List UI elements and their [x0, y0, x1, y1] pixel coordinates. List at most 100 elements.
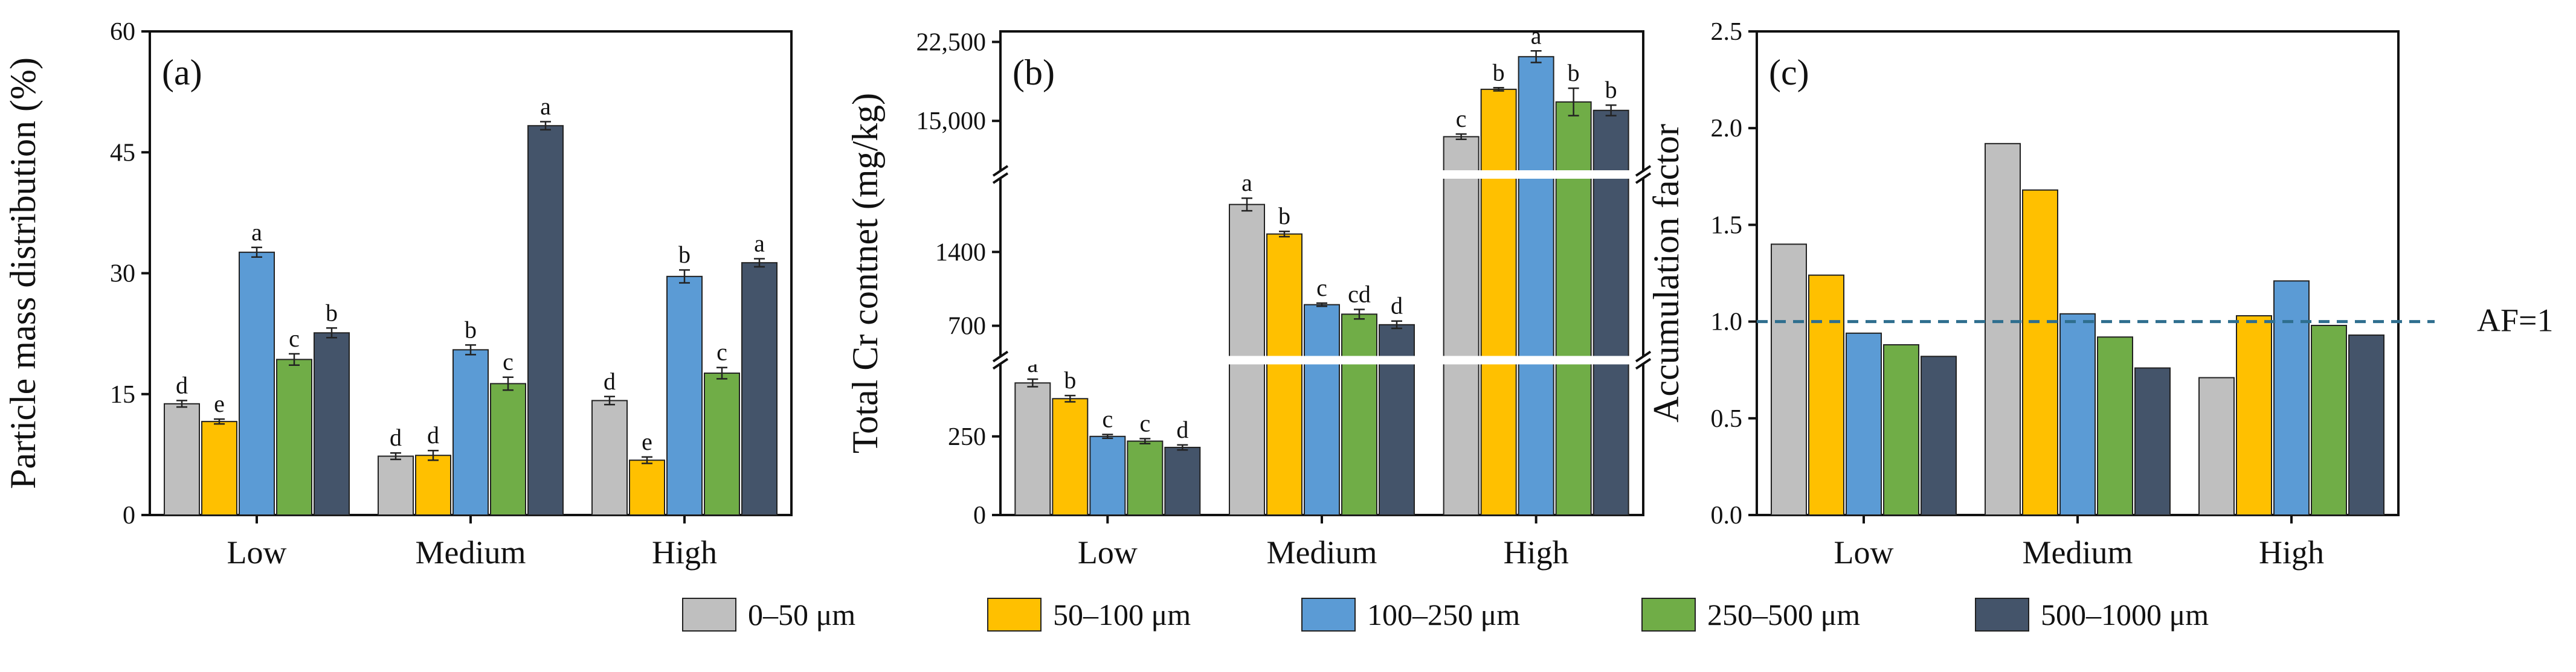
- x-category-label: High: [2259, 534, 2324, 571]
- significance-letter: a: [754, 229, 765, 257]
- bar: [1014, 382, 1051, 516]
- bar: [2273, 280, 2310, 516]
- y-tick-label: 15: [110, 381, 135, 409]
- bar: [378, 455, 414, 516]
- significance-letter: b: [1493, 59, 1505, 86]
- bar: [1985, 142, 2021, 516]
- reference-line-label: AF=1: [2477, 302, 2553, 339]
- y-axis-label: Accumulation factor: [1646, 124, 1686, 423]
- legend-label: 500–1000 μm: [2041, 598, 2209, 632]
- significance-letter: b: [1605, 76, 1617, 103]
- y-tick-label: 0.5: [1711, 405, 1743, 433]
- legend-swatch: [1975, 598, 2029, 632]
- legend-swatch: [987, 598, 1042, 632]
- legend-label: 0–50 μm: [748, 598, 855, 632]
- bar: [1127, 440, 1164, 516]
- axis-break-mark: [992, 357, 1009, 370]
- bar: [1771, 243, 1807, 516]
- bar: [415, 455, 451, 516]
- bar: [1379, 324, 1415, 516]
- significance-letter: c: [1139, 409, 1150, 437]
- bar: [1266, 233, 1302, 516]
- y-tick-label: 1.0: [1711, 309, 1743, 336]
- legend-swatch: [1301, 598, 1356, 632]
- significance-letter: a: [540, 93, 551, 120]
- x-category-label: Low: [1078, 534, 1138, 571]
- bar: [1518, 56, 1554, 516]
- significance-letter: b: [678, 241, 691, 268]
- x-category-label: Medium: [1267, 534, 1377, 571]
- significance-letter: b: [326, 299, 338, 326]
- legend-swatch: [1641, 598, 1696, 632]
- bar: [1808, 274, 1844, 516]
- significance-letter: a: [1531, 22, 1542, 49]
- x-category-label: Low: [1834, 534, 1894, 571]
- y-tick-label: 1.5: [1711, 211, 1743, 239]
- bar: [741, 262, 778, 516]
- x-category-label: High: [1504, 534, 1569, 571]
- bar: [452, 349, 489, 516]
- bar: [527, 125, 564, 516]
- y-tick-label: 22,500: [916, 28, 987, 56]
- bar: [666, 275, 703, 516]
- y-tick-label: 0: [973, 502, 986, 530]
- bar: [2097, 336, 2133, 516]
- y-tick-label: 45: [110, 139, 135, 167]
- bar: [2198, 377, 2235, 516]
- axis-break-mark: [992, 350, 1009, 363]
- significance-letter: d: [176, 371, 188, 398]
- bar: [239, 251, 275, 516]
- bar: [1480, 88, 1517, 516]
- bar: [1555, 101, 1592, 516]
- y-tick-label: 0: [123, 502, 135, 530]
- bar: [1883, 344, 1919, 516]
- significance-letter: cd: [1348, 280, 1371, 307]
- axis-break-gap: [990, 170, 1654, 179]
- panel-label: (b): [1013, 53, 1055, 92]
- significance-letter: d: [604, 368, 616, 395]
- bar: [2311, 325, 2347, 516]
- significance-letter: b: [1278, 202, 1290, 229]
- bar: [2236, 315, 2272, 516]
- x-category-label: Low: [227, 534, 287, 571]
- significance-letter: c: [289, 325, 300, 352]
- bar: [1089, 435, 1126, 516]
- significance-letter: a: [251, 219, 262, 246]
- bar: [1164, 447, 1201, 516]
- legend-swatch: [682, 598, 736, 632]
- axis-break-mark: [992, 165, 1009, 177]
- y-tick-label: 0.0: [1711, 502, 1743, 530]
- bar: [1304, 304, 1340, 516]
- bar: [704, 373, 740, 516]
- y-tick-label: 2.5: [1711, 18, 1743, 46]
- y-tick-label: 250: [948, 423, 986, 451]
- significance-letter: c: [1102, 406, 1113, 433]
- bar: [164, 403, 200, 516]
- x-category-label: High: [652, 534, 717, 571]
- y-tick-label: 60: [110, 18, 135, 46]
- bar: [629, 459, 665, 516]
- bar: [1443, 136, 1480, 516]
- significance-letter: c: [716, 339, 727, 366]
- bar: [201, 421, 237, 516]
- bar: [276, 359, 312, 516]
- bar: [1052, 398, 1089, 516]
- y-tick-label: 15,000: [916, 107, 987, 135]
- bar: [1846, 332, 1882, 516]
- legend-label: 50–100 μm: [1053, 598, 1191, 632]
- y-axis-label: Particle mass distribution (%): [3, 57, 43, 489]
- legend-label: 250–500 μm: [1707, 598, 1860, 632]
- significance-letter: c: [1316, 274, 1327, 301]
- significance-letter: d: [390, 424, 402, 451]
- significance-letter: d: [427, 421, 439, 449]
- bar: [2134, 367, 2171, 516]
- axis-break-mark: [1635, 350, 1652, 363]
- axis-break-gap: [990, 356, 1654, 365]
- x-category-label: Medium: [416, 534, 526, 571]
- bar: [490, 383, 526, 516]
- bar: [591, 400, 628, 516]
- y-tick-label: 30: [110, 260, 135, 288]
- axis-break-mark: [1635, 165, 1652, 177]
- significance-letter: b: [1568, 59, 1580, 86]
